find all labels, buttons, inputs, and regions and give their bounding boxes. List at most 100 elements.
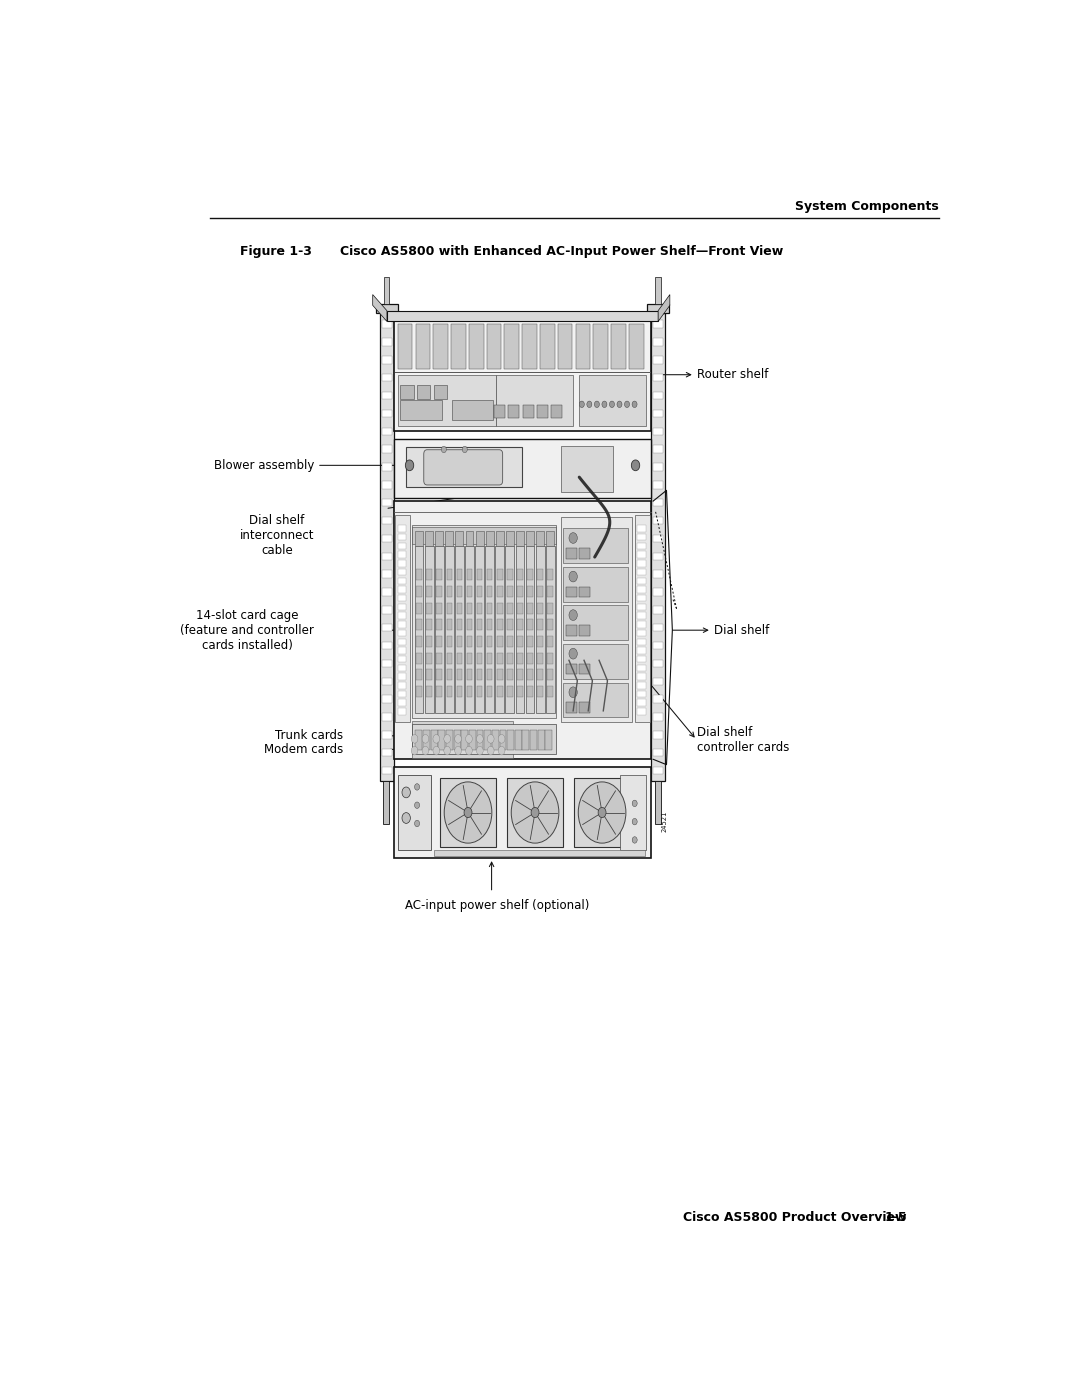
Bar xyxy=(382,391,392,400)
Bar xyxy=(397,775,431,849)
Bar xyxy=(497,652,502,664)
Bar xyxy=(653,553,663,560)
Bar xyxy=(457,669,462,680)
Circle shape xyxy=(465,735,472,743)
Bar xyxy=(637,638,646,645)
Circle shape xyxy=(569,648,578,659)
Circle shape xyxy=(433,746,440,754)
Bar xyxy=(653,588,663,595)
Bar xyxy=(469,324,484,369)
Bar xyxy=(653,767,663,774)
Bar xyxy=(538,686,543,697)
Bar xyxy=(397,700,406,705)
Bar xyxy=(653,409,663,418)
Bar xyxy=(436,570,442,580)
Bar xyxy=(486,531,494,546)
Circle shape xyxy=(578,782,626,844)
Bar xyxy=(579,664,590,675)
Bar xyxy=(500,731,507,750)
Bar xyxy=(538,669,543,680)
Text: Blower assembly: Blower assembly xyxy=(214,458,405,472)
Bar xyxy=(457,636,462,647)
Bar xyxy=(416,669,422,680)
Bar xyxy=(563,683,627,717)
Bar xyxy=(382,588,392,595)
Circle shape xyxy=(411,746,418,754)
Bar xyxy=(476,636,483,647)
Bar xyxy=(497,686,502,697)
Circle shape xyxy=(444,782,491,844)
Circle shape xyxy=(433,735,440,743)
Bar xyxy=(527,587,532,597)
Bar xyxy=(476,652,483,664)
Text: AC-input power shelf (optional): AC-input power shelf (optional) xyxy=(405,900,589,912)
Bar xyxy=(548,602,553,613)
Bar xyxy=(416,619,422,630)
Bar xyxy=(416,602,422,613)
Bar xyxy=(415,546,423,712)
Bar xyxy=(485,546,495,712)
Bar xyxy=(416,570,422,580)
Bar xyxy=(509,405,519,418)
Bar xyxy=(526,546,535,712)
Bar xyxy=(579,374,646,426)
Circle shape xyxy=(405,460,414,471)
Bar xyxy=(446,636,453,647)
Circle shape xyxy=(632,819,637,824)
Bar xyxy=(476,619,483,630)
Bar xyxy=(438,731,445,750)
Bar xyxy=(647,305,669,313)
Bar xyxy=(446,686,453,697)
Bar xyxy=(637,612,646,619)
Circle shape xyxy=(602,401,607,408)
Bar xyxy=(382,481,392,489)
Circle shape xyxy=(476,746,483,754)
Bar xyxy=(561,517,632,722)
Bar xyxy=(487,587,492,597)
Bar xyxy=(397,577,406,584)
Bar xyxy=(653,731,663,739)
Bar xyxy=(523,405,534,418)
Bar xyxy=(476,731,484,750)
Bar xyxy=(508,587,513,597)
Bar xyxy=(497,636,502,647)
Bar xyxy=(487,652,492,664)
Bar xyxy=(653,535,663,542)
Bar xyxy=(416,324,430,369)
Bar xyxy=(446,587,453,597)
Bar xyxy=(395,515,410,722)
Bar xyxy=(505,531,514,546)
Bar xyxy=(653,391,663,400)
Bar xyxy=(467,570,472,580)
Bar xyxy=(397,708,406,715)
Bar xyxy=(436,652,442,664)
Circle shape xyxy=(624,401,630,408)
Bar xyxy=(579,703,590,712)
Bar xyxy=(487,570,492,580)
Bar xyxy=(416,652,422,664)
Bar xyxy=(637,595,646,602)
Bar xyxy=(467,636,472,647)
Bar xyxy=(457,602,462,613)
Circle shape xyxy=(617,401,622,408)
Text: 14-slot card cage
(feature and controller
cards installed): 14-slot card cage (feature and controlle… xyxy=(180,609,314,651)
Text: Figure 1-3: Figure 1-3 xyxy=(240,244,311,258)
Bar xyxy=(653,659,663,668)
Bar xyxy=(382,624,392,631)
Bar xyxy=(563,567,627,602)
Bar xyxy=(435,531,443,546)
Bar xyxy=(416,587,422,597)
Bar xyxy=(496,374,573,426)
Bar xyxy=(476,669,483,680)
Bar xyxy=(413,721,513,759)
Bar xyxy=(427,636,432,647)
Bar xyxy=(382,767,392,774)
Bar xyxy=(467,619,472,630)
Bar xyxy=(397,682,406,689)
Bar xyxy=(653,338,663,346)
Circle shape xyxy=(455,735,461,743)
Bar xyxy=(457,570,462,580)
Bar xyxy=(637,604,646,610)
Circle shape xyxy=(511,782,558,844)
Bar xyxy=(635,515,650,722)
